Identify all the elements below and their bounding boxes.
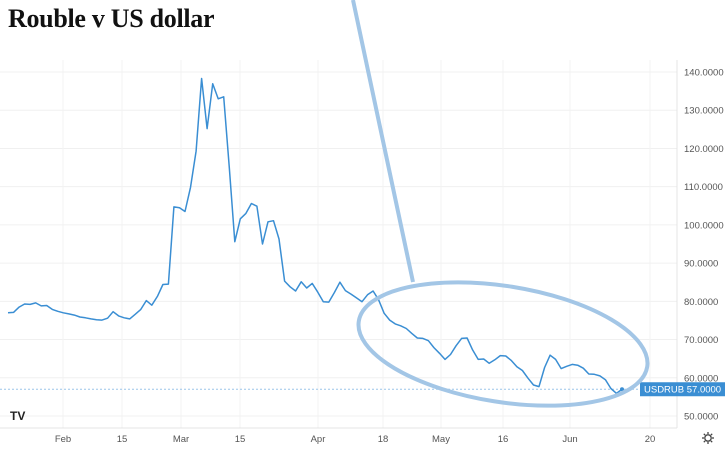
y-tick-label: 70.0000	[684, 335, 718, 346]
y-tick-label: 130.0000	[684, 106, 724, 117]
y-tick-label: 140.0000	[684, 68, 724, 79]
x-tick-label: Apr	[311, 434, 326, 445]
y-tick-label: 50.0000	[684, 412, 718, 423]
x-tick-label: 18	[378, 434, 389, 445]
grid-lines	[0, 60, 677, 428]
last-price-marker: USDRUB 57.0000	[640, 382, 725, 397]
highlight-callout	[351, 0, 650, 408]
x-tick-label: May	[432, 434, 450, 445]
settings-gear-icon[interactable]	[702, 432, 714, 444]
x-tick-label: Feb	[55, 434, 71, 445]
y-tick-label: 90.0000	[684, 259, 718, 270]
series-group	[7, 77, 624, 395]
callout-ellipse	[356, 280, 650, 408]
last-price-label: USDRUB 57.0000	[644, 385, 721, 396]
tradingview-logo: TV	[10, 409, 25, 423]
x-tick-label: 16	[498, 434, 509, 445]
callout-pointer	[351, 0, 415, 283]
last-point	[620, 387, 624, 392]
y-tick-label: 60.0000	[684, 373, 718, 384]
x-tick-label: Mar	[173, 434, 189, 445]
y-tick-label: 110.0000	[684, 182, 723, 193]
y-axis-ticks: 140.0000 130.0000 120.0000 110.0000 100.0000…	[684, 68, 724, 423]
series-line	[7, 77, 623, 395]
y-tick-label: 100.0000	[684, 220, 724, 231]
x-tick-label: 15	[117, 434, 128, 445]
y-tick-label: 120.0000	[684, 144, 724, 155]
y-tick-label: 80.0000	[684, 297, 718, 308]
x-tick-label: 20	[645, 434, 656, 445]
chart-title: Rouble v US dollar	[8, 4, 215, 33]
x-axis-ticks: Feb 15 Mar 15 Apr 18 May 16 Jun 20	[55, 434, 655, 445]
x-tick-label: Jun	[562, 434, 577, 445]
x-tick-label: 15	[235, 434, 246, 445]
last-price-box	[640, 382, 725, 397]
